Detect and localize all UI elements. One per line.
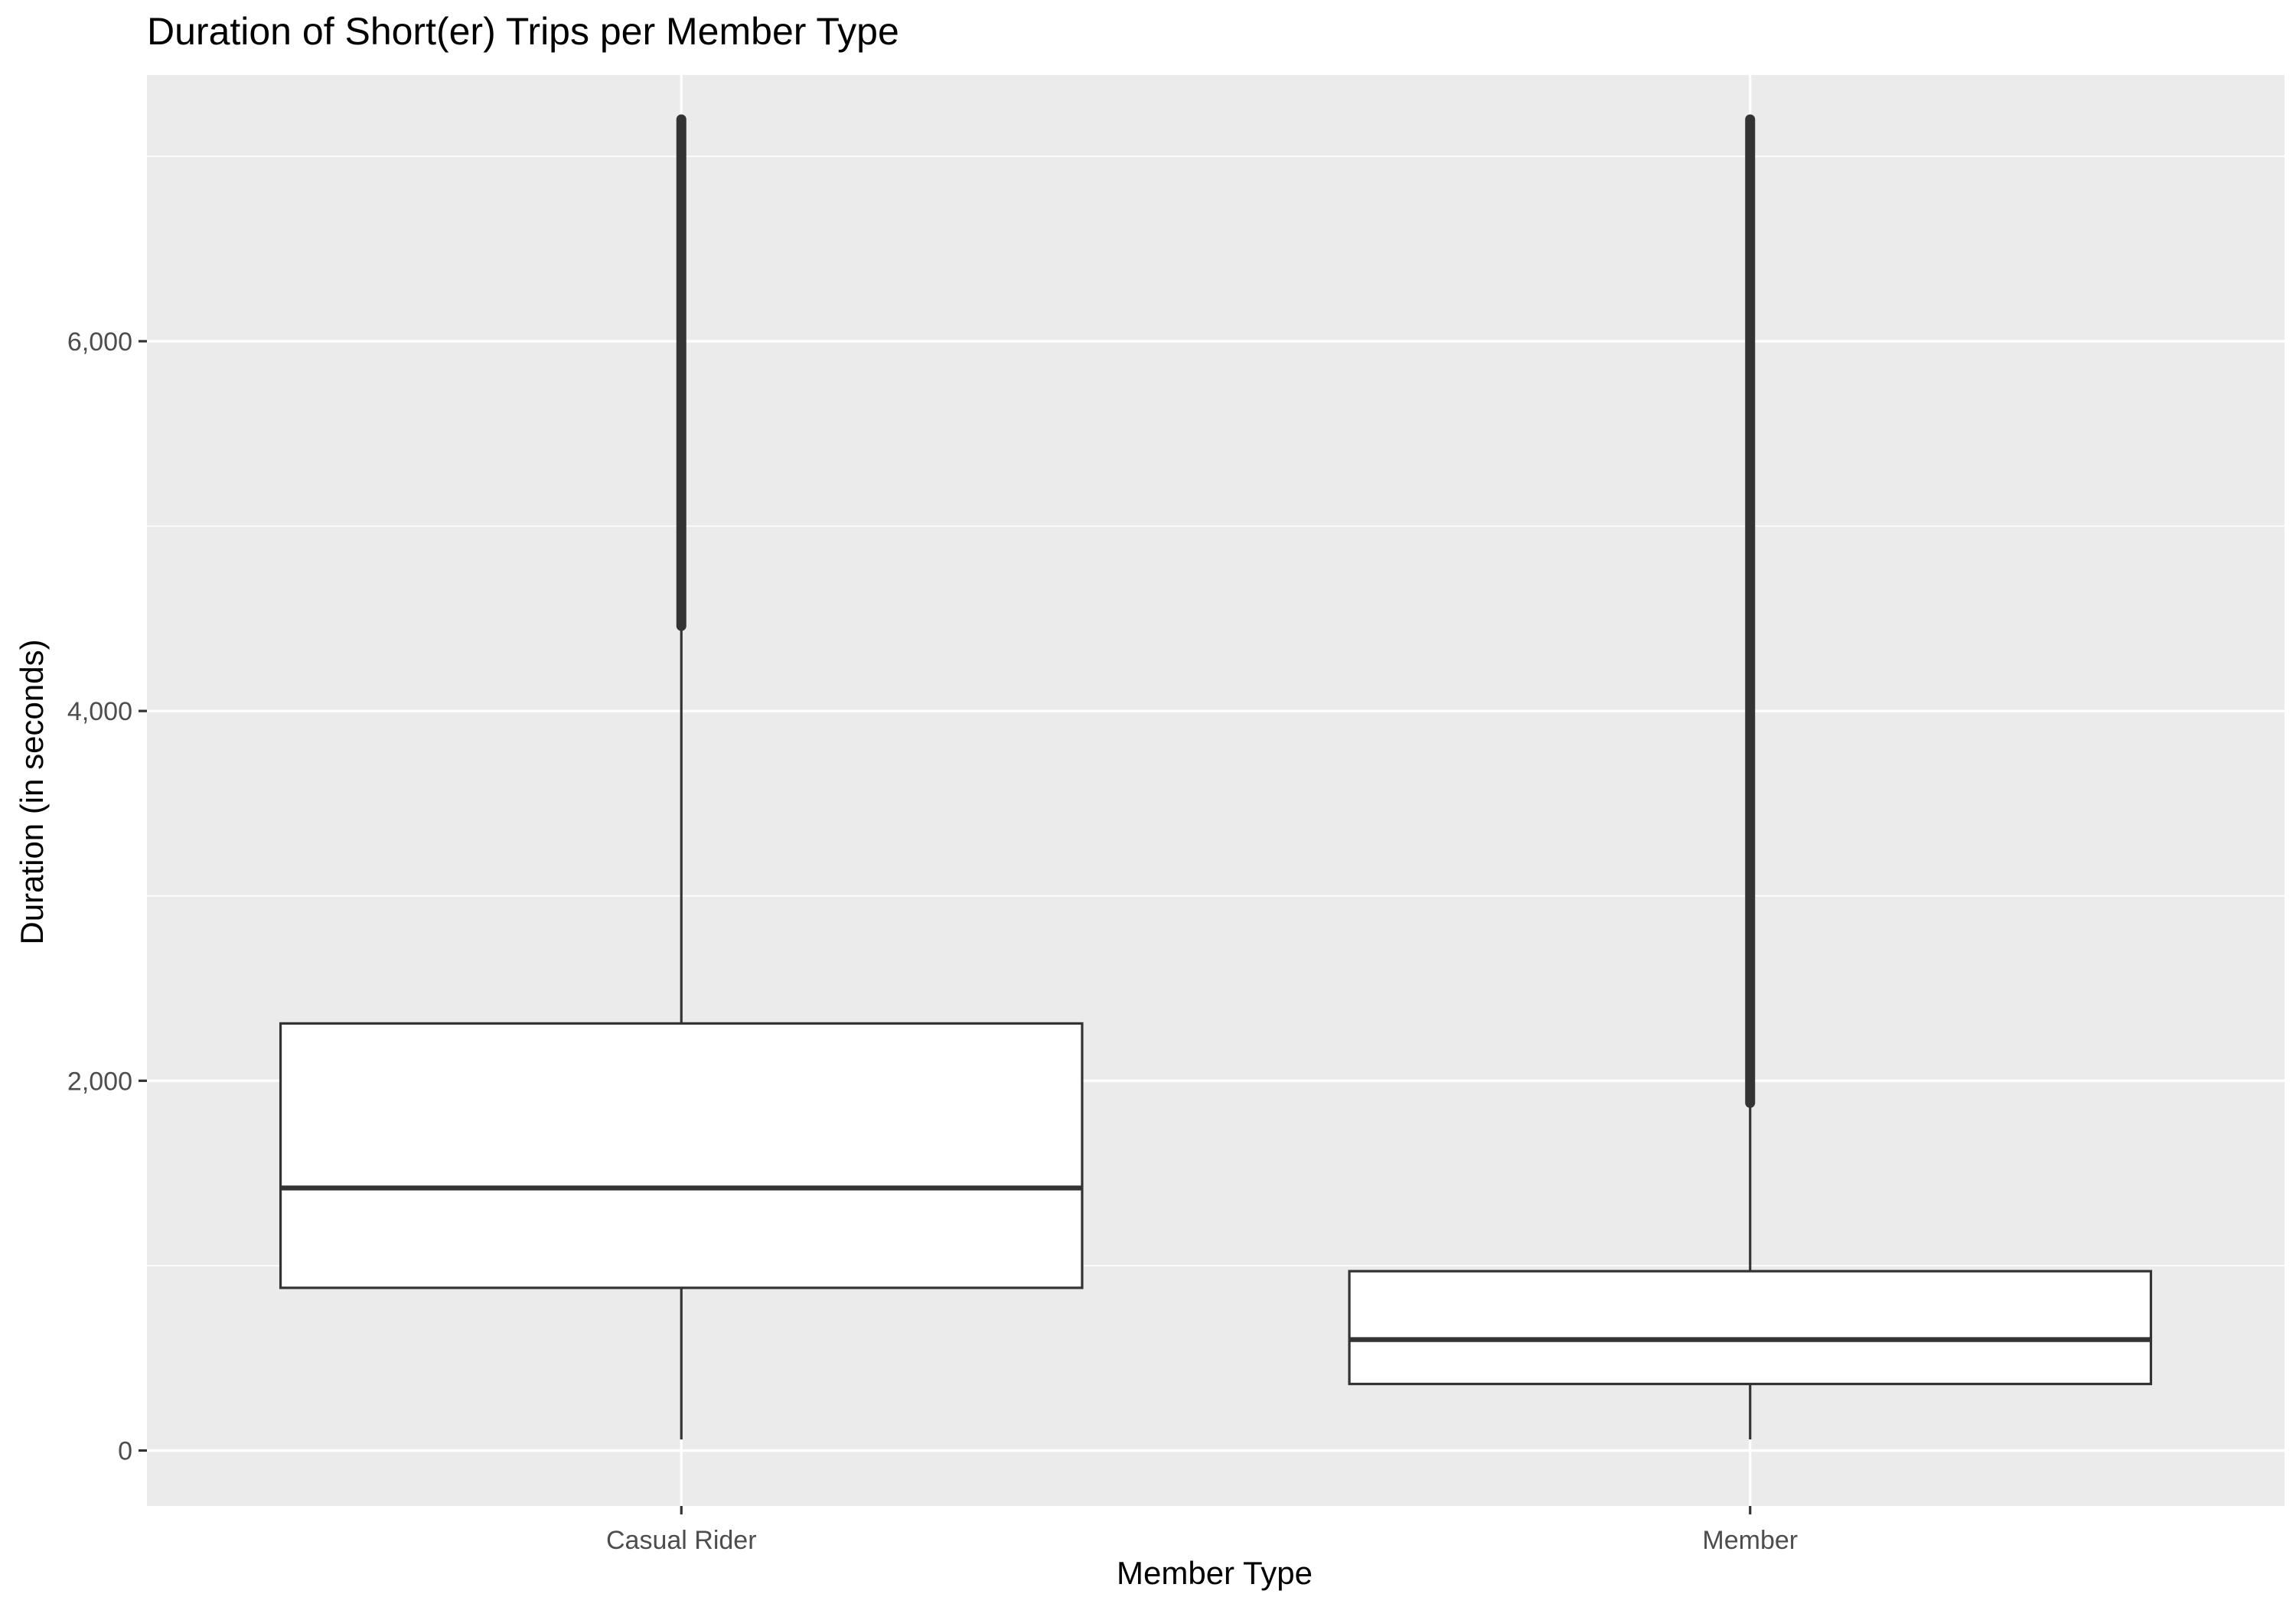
y-tick-label: 4,000: [67, 697, 132, 726]
y-tick-label: 2,000: [67, 1067, 132, 1096]
x-tick-label: Member: [1702, 1526, 1798, 1555]
box-iqr: [1348, 1270, 2153, 1386]
x-tick-label: Casual Rider: [606, 1526, 757, 1555]
y-tick-label: 6,000: [67, 328, 132, 357]
box-member: [1348, 114, 2153, 1440]
x-axis-title: Member Type: [1117, 1555, 1313, 1591]
y-axis-title: Duration (in seconds): [14, 639, 50, 944]
y-axis: 0 2,000 4,000 6,000: [67, 328, 147, 1466]
boxes: [279, 114, 2153, 1440]
box-casual-rider: [279, 114, 1084, 1440]
x-axis: Casual Rider Member: [606, 1506, 1798, 1555]
y-tick-label: 0: [118, 1437, 132, 1466]
box-iqr: [279, 1022, 1084, 1289]
chart-title: Duration of Short(er) Trips per Member T…: [147, 10, 899, 53]
